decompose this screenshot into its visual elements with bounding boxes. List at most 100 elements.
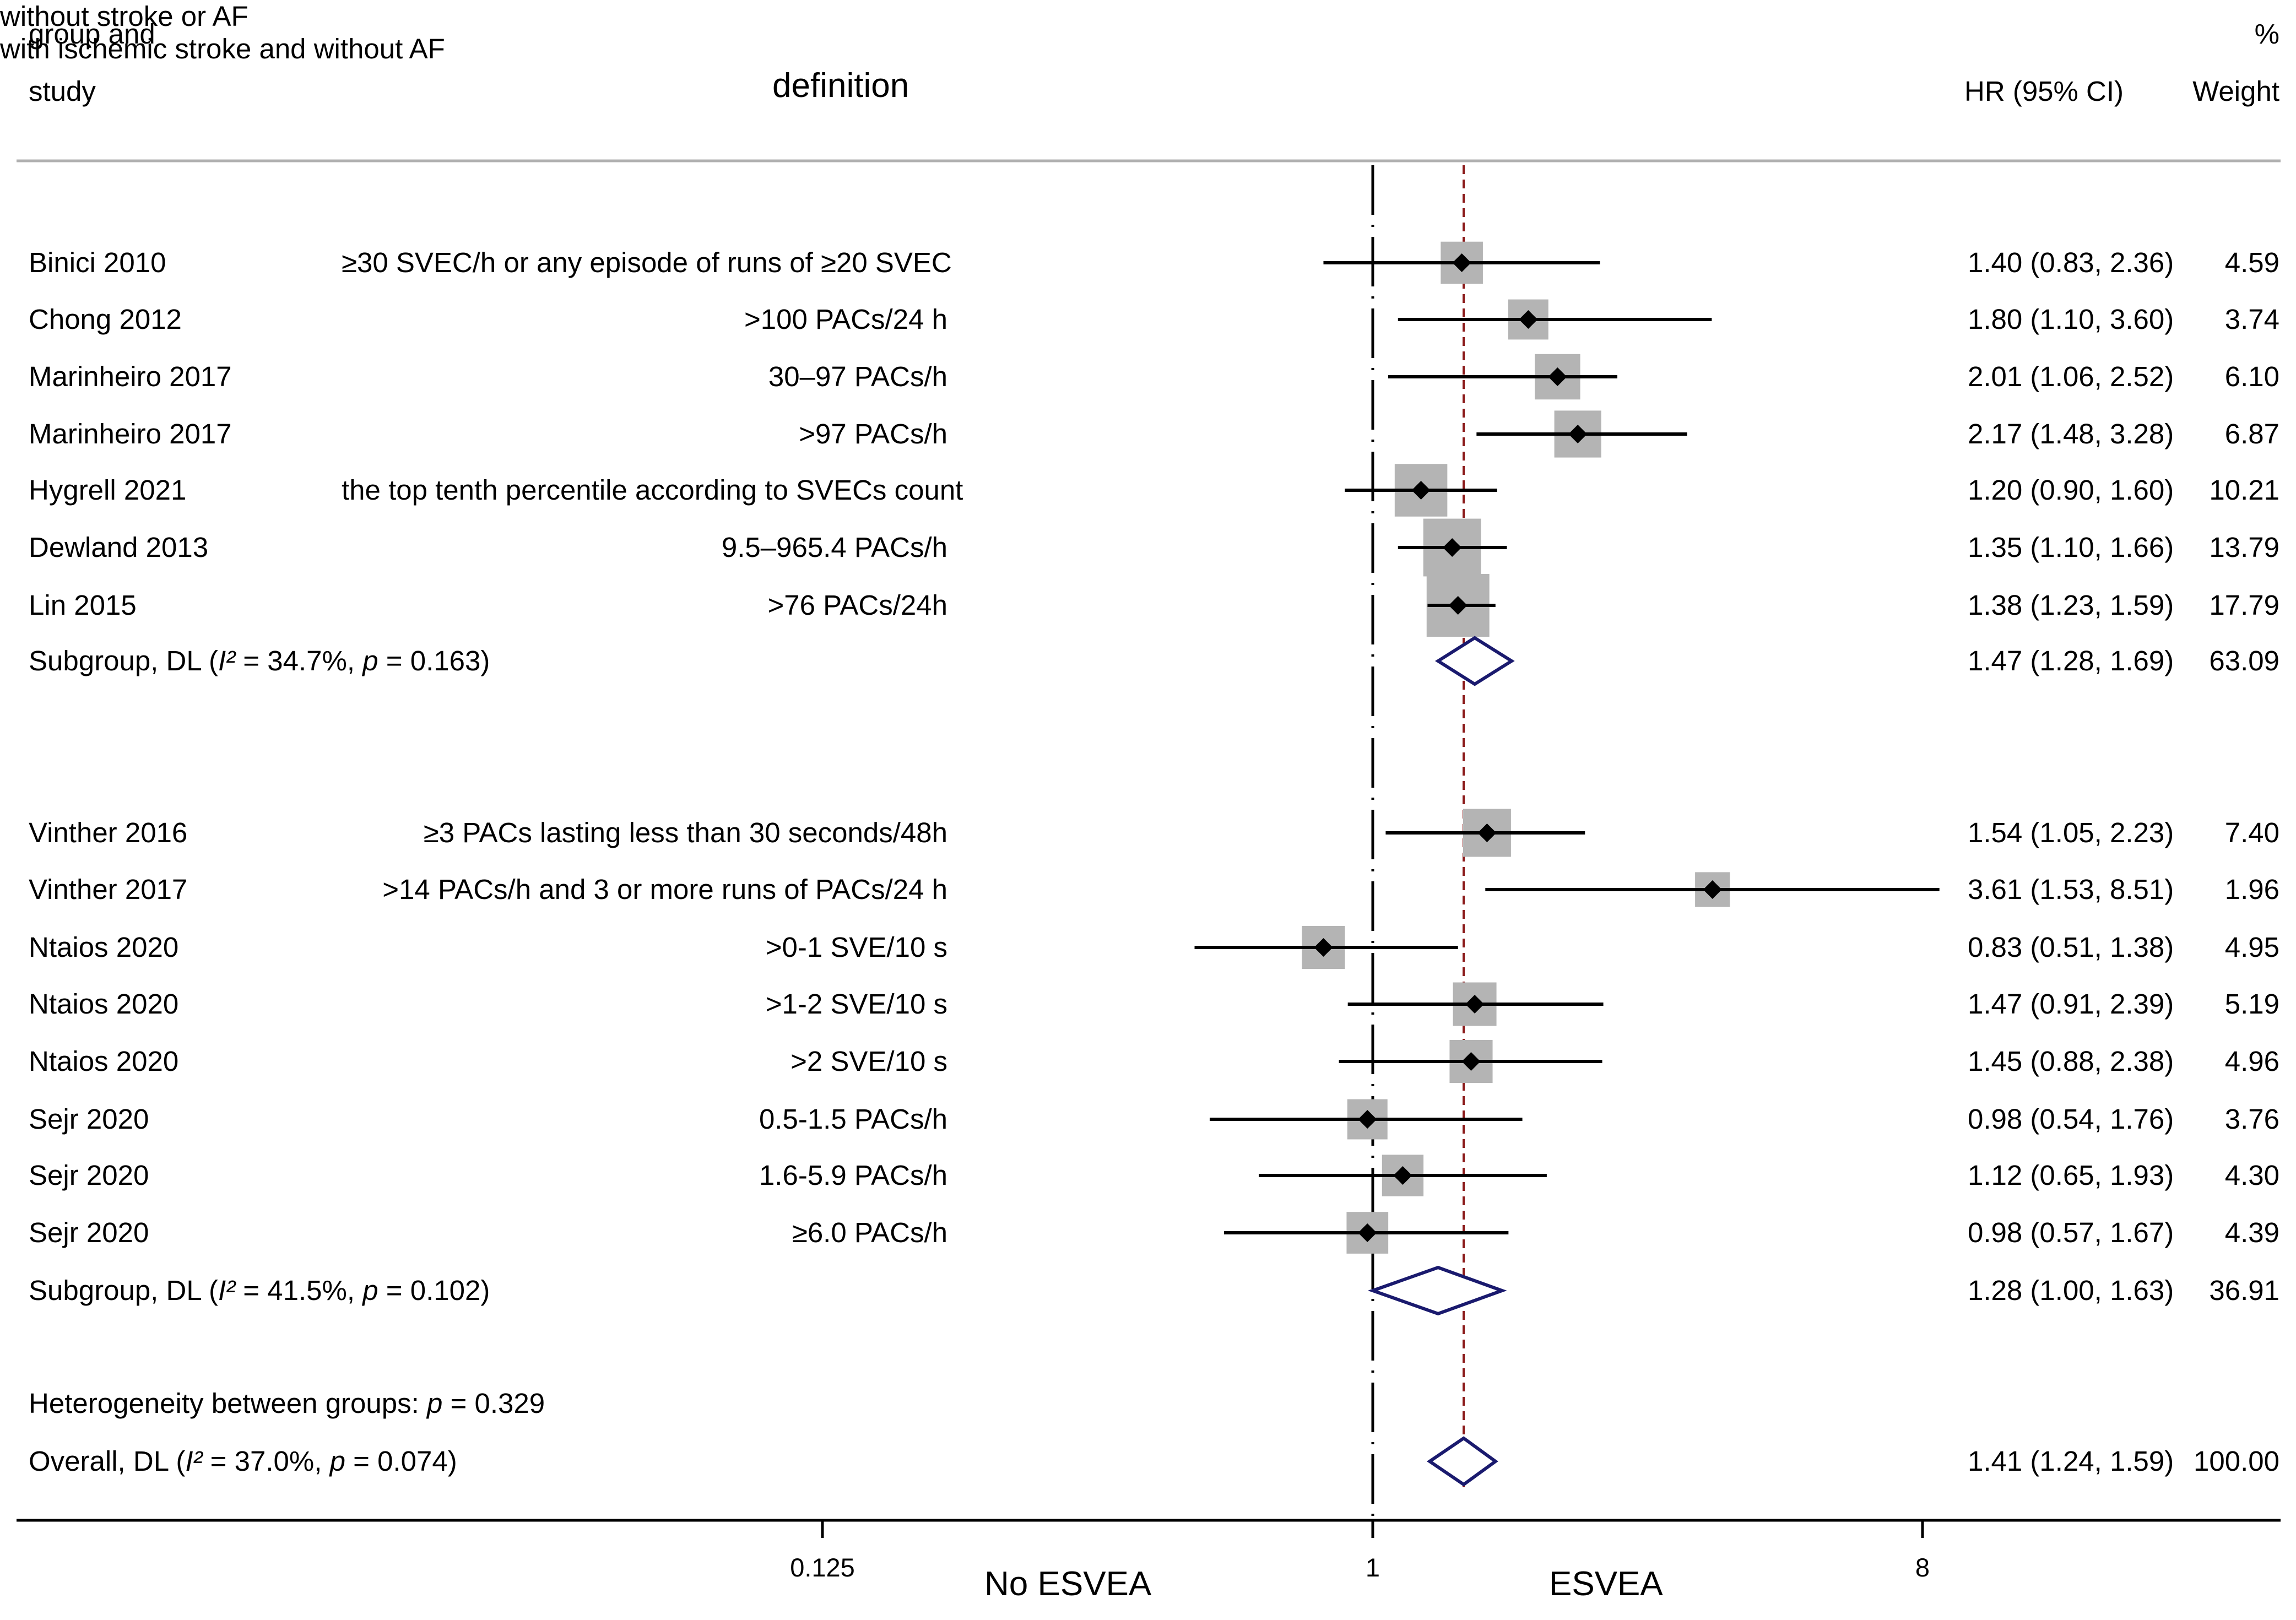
- study-name: Vinther 2016: [29, 817, 188, 848]
- weight: 10.21: [2209, 474, 2279, 506]
- header-weight: Weight: [2192, 75, 2279, 107]
- subgroup-weight: 36.91: [2209, 1275, 2279, 1306]
- hr-ci: 0.98 (0.54, 1.76): [1968, 1103, 2174, 1135]
- point-estimate: [1393, 1166, 1412, 1185]
- study-name: Hygrell 2021: [29, 474, 187, 506]
- hr-ci: 1.47 (0.91, 2.39): [1968, 988, 2174, 1020]
- study-name: Chong 2012: [29, 304, 182, 335]
- study-name: Sejr 2020: [29, 1160, 149, 1191]
- x-axis-tick-label: 8: [1915, 1553, 1930, 1582]
- study-name: Ntaios 2020: [29, 1045, 179, 1077]
- weight: 7.40: [2224, 817, 2279, 848]
- stat-p-sym: p: [362, 1275, 378, 1306]
- header-definition: definition: [772, 67, 909, 105]
- stat-p-text: = 0.163): [378, 645, 490, 676]
- study-definition: >76 PACs/24h: [767, 589, 947, 621]
- study-name: Marinheiro 2017: [29, 361, 232, 392]
- hr-ci: 1.40 (0.83, 2.36): [1968, 247, 2174, 278]
- study-name: Marinheiro 2017: [29, 418, 232, 449]
- forest-rows: without stroke or AF Binici 2010 ≥30 SVEC/…: [0, 0, 2296, 1477]
- stat-i2-sym: I²: [218, 1275, 236, 1306]
- point-estimate: [1477, 823, 1497, 842]
- stat-i2-text: = 41.5%,: [235, 1275, 363, 1306]
- heterogeneity-label-pre: Heterogeneity between groups:: [29, 1388, 427, 1419]
- pooled-diamond: [1427, 1436, 1498, 1487]
- pooled-diamond: [1368, 1265, 1507, 1316]
- pooled-diamond: [1434, 636, 1515, 686]
- point-estimate: [1703, 880, 1722, 899]
- overall-weight: 100.00: [2194, 1445, 2279, 1477]
- weight: 5.19: [2224, 988, 2279, 1020]
- subgroup-weight: 63.09: [2209, 645, 2279, 676]
- hr-ci: 1.45 (0.88, 2.38): [1968, 1045, 2174, 1077]
- hr-ci: 0.83 (0.51, 1.38): [1968, 931, 2174, 963]
- point-estimate: [1443, 538, 1462, 557]
- group-heading: with ischemic stroke and without AF: [0, 33, 445, 64]
- point-estimate: [1314, 938, 1333, 957]
- subgroup-hr-ci: 1.28 (1.00, 1.63): [1968, 1275, 2174, 1306]
- study-definition: ≥3 PACs lasting less than 30 seconds/48h: [423, 817, 947, 848]
- subgroup-label: Subgroup, DL (I² = 34.7%, p = 0.163): [29, 644, 490, 677]
- study-definition: >97 PACs/h: [799, 418, 947, 449]
- stat-i2-text: = 37.0%,: [202, 1445, 330, 1477]
- weight: 4.30: [2224, 1160, 2279, 1191]
- stat-p-text: = 0.102): [378, 1275, 490, 1306]
- study-name: Ntaios 2020: [29, 931, 179, 963]
- group-heading: without stroke or AF: [0, 1, 248, 32]
- study-definition: 0.5-1.5 PACs/h: [759, 1103, 947, 1135]
- point-estimate: [1568, 425, 1588, 443]
- point-estimate: [1548, 367, 1567, 386]
- stat-p-sym: p: [362, 645, 378, 676]
- header-group-label-line2: study: [29, 75, 96, 107]
- weight: 13.79: [2209, 532, 2279, 563]
- header-group-label-line1: group and: [29, 18, 155, 50]
- heterogeneity-label: Heterogeneity between groups: p = 0.329: [29, 1387, 545, 1419]
- heterogeneity-p-text: = 0.329: [442, 1388, 545, 1419]
- study-name: Ntaios 2020: [29, 988, 179, 1020]
- weight: 6.10: [2224, 361, 2279, 392]
- point-estimate: [1411, 481, 1431, 500]
- study-definition: >1-2 SVE/10 s: [765, 988, 947, 1020]
- weight: 6.87: [2224, 418, 2279, 449]
- heterogeneity-p-sym: p: [426, 1388, 443, 1419]
- point-estimate: [1461, 1052, 1481, 1071]
- stat-label-pre: Overall, DL (: [29, 1445, 186, 1477]
- overall-label: Overall, DL (I² = 37.0%, p = 0.074): [29, 1445, 457, 1477]
- weight: 1.96: [2224, 874, 2279, 905]
- hr-ci: 2.01 (1.06, 2.52): [1968, 361, 2174, 392]
- study-definition: ≥30 SVEC/h or any episode of runs of ≥20…: [342, 247, 952, 278]
- study-definition: >14 PACs/h and 3 or more runs of PACs/24…: [382, 874, 947, 905]
- study-definition: 30–97 PACs/h: [768, 361, 947, 392]
- study-definition: >100 PACs/24 h: [744, 304, 947, 335]
- stat-i2-text: = 34.7%,: [235, 645, 363, 676]
- stat-label-pre: Subgroup, DL (: [29, 1275, 218, 1306]
- weight: 4.96: [2224, 1045, 2279, 1077]
- study-definition: >0-1 SVE/10 s: [765, 931, 947, 963]
- hr-ci: 1.35 (1.10, 1.66): [1968, 532, 2174, 563]
- point-estimate: [1452, 253, 1471, 272]
- hr-ci: 2.17 (1.48, 3.28): [1968, 418, 2174, 449]
- hr-ci: 1.38 (1.23, 1.59): [1968, 589, 2174, 621]
- weight: 3.76: [2224, 1103, 2279, 1135]
- stat-label-pre: Subgroup, DL (: [29, 645, 218, 676]
- stat-i2-sym: I²: [218, 645, 236, 676]
- study-name: Sejr 2020: [29, 1217, 149, 1248]
- weight: 4.39: [2224, 1217, 2279, 1248]
- x-axis-left-label: No ESVEA: [984, 1565, 1152, 1603]
- point-estimate: [1448, 596, 1468, 615]
- point-estimate: [1358, 1110, 1377, 1129]
- x-axis-tick-label: 0.125: [790, 1553, 855, 1582]
- hr-ci: 1.54 (1.05, 2.23): [1968, 817, 2174, 848]
- header-hr-ci: HR (95% CI): [1964, 75, 2124, 107]
- study-name: Vinther 2017: [29, 874, 188, 905]
- hr-ci: 3.61 (1.53, 8.51): [1968, 874, 2174, 905]
- study-definition: 9.5–965.4 PACs/h: [721, 532, 947, 563]
- stat-p-sym: p: [329, 1445, 345, 1477]
- header-weight-percent: %: [2254, 18, 2279, 50]
- point-estimate: [1465, 995, 1485, 1014]
- hr-ci: 1.20 (0.90, 1.60): [1968, 474, 2174, 506]
- weight: 4.95: [2224, 931, 2279, 963]
- study-name: Dewland 2013: [29, 532, 209, 563]
- study-name: Lin 2015: [29, 589, 137, 621]
